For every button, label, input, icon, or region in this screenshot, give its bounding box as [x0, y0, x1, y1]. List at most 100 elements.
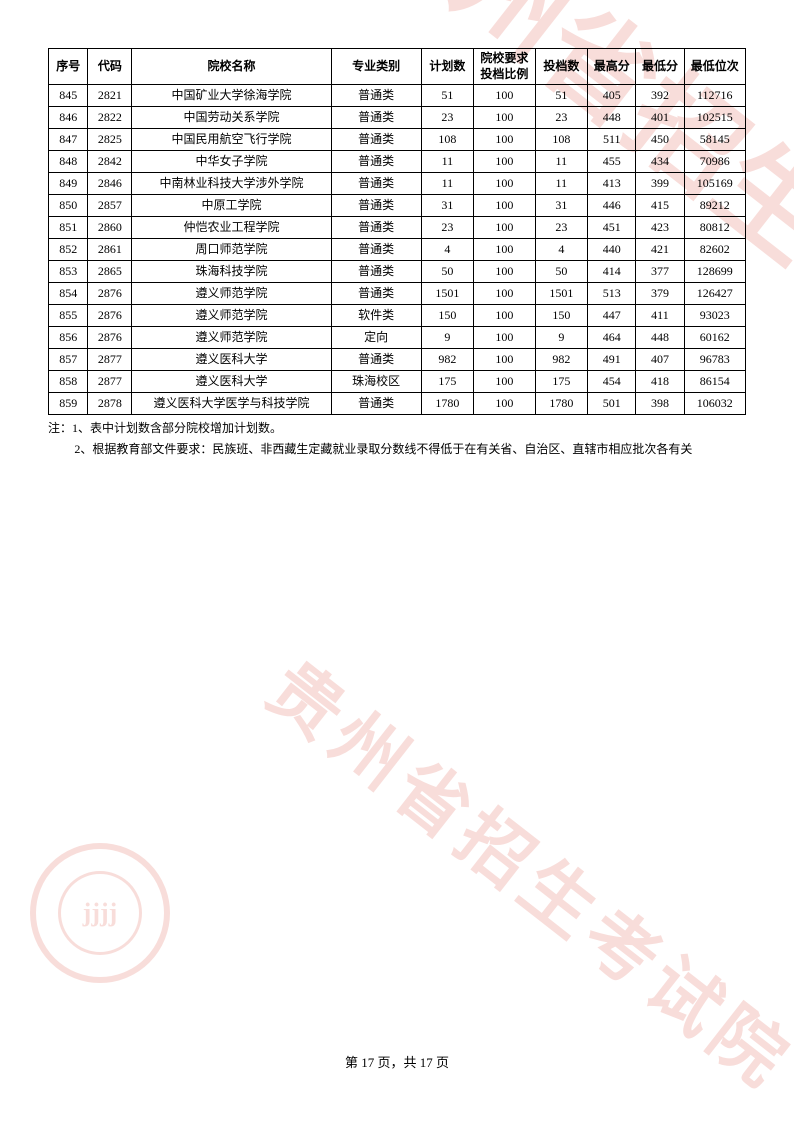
cell-min: 377	[636, 261, 684, 283]
cell-code: 2822	[88, 107, 132, 129]
table-row: 8562876遵义师范学院定向9100946444860162	[49, 327, 746, 349]
cell-major: 普通类	[331, 217, 421, 239]
cell-ratio: 100	[474, 393, 535, 415]
col-header-max: 最高分	[588, 49, 636, 85]
cell-acc: 23	[535, 217, 588, 239]
watermark-bottom-text: 贵州省招生考试院	[250, 632, 794, 1109]
cell-min: 392	[636, 85, 684, 107]
cell-acc: 1501	[535, 283, 588, 305]
cell-name: 中国劳动关系学院	[132, 107, 331, 129]
cell-ratio: 100	[474, 195, 535, 217]
cell-major: 定向	[331, 327, 421, 349]
cell-major: 普通类	[331, 393, 421, 415]
cell-name: 遵义医科大学医学与科技学院	[132, 393, 331, 415]
table-row: 8472825中国民用航空飞行学院普通类10810010851145058145	[49, 129, 746, 151]
cell-major: 普通类	[331, 195, 421, 217]
cell-name: 遵义师范学院	[132, 305, 331, 327]
cell-seq: 856	[49, 327, 88, 349]
seal-inner: jjjj	[58, 871, 142, 955]
page: 贵州省招生考试院 序号代码院校名称专业类别计划数院校要求投档比例投档数最高分最低…	[0, 0, 794, 1123]
cell-max: 451	[588, 217, 636, 239]
cell-rank: 70986	[684, 151, 745, 173]
cell-ratio: 100	[474, 261, 535, 283]
cell-ratio: 100	[474, 283, 535, 305]
cell-min: 411	[636, 305, 684, 327]
cell-name: 遵义师范学院	[132, 283, 331, 305]
cell-max: 413	[588, 173, 636, 195]
cell-ratio: 100	[474, 217, 535, 239]
cell-plan: 23	[421, 107, 474, 129]
cell-min: 423	[636, 217, 684, 239]
cell-min: 407	[636, 349, 684, 371]
table-row: 8452821中国矿业大学徐海学院普通类5110051405392112716	[49, 85, 746, 107]
table-row: 8532865珠海科技学院普通类5010050414377128699	[49, 261, 746, 283]
cell-code: 2857	[88, 195, 132, 217]
notes: 注：1、表中计划数含部分院校增加计划数。 2、根据教育部文件要求：民族班、非西藏…	[48, 418, 746, 459]
table-row: 8572877遵义医科大学普通类98210098249140796783	[49, 349, 746, 371]
cell-major: 珠海校区	[331, 371, 421, 393]
cell-seq: 857	[49, 349, 88, 371]
cell-major: 普通类	[331, 173, 421, 195]
table-body: 8452821中国矿业大学徐海学院普通类51100514053921127168…	[49, 85, 746, 415]
col-header-code: 代码	[88, 49, 132, 85]
cell-max: 501	[588, 393, 636, 415]
cell-plan: 11	[421, 173, 474, 195]
cell-seq: 858	[49, 371, 88, 393]
cell-max: 447	[588, 305, 636, 327]
cell-acc: 9	[535, 327, 588, 349]
cell-ratio: 100	[474, 327, 535, 349]
cell-rank: 105169	[684, 173, 745, 195]
cell-plan: 11	[421, 151, 474, 173]
cell-min: 401	[636, 107, 684, 129]
cell-plan: 9	[421, 327, 474, 349]
table-row: 8502857中原工学院普通类311003144641589212	[49, 195, 746, 217]
watermark-seal: jjjj	[30, 843, 170, 983]
cell-rank: 82602	[684, 239, 745, 261]
cell-max: 440	[588, 239, 636, 261]
cell-plan: 4	[421, 239, 474, 261]
cell-seq: 850	[49, 195, 88, 217]
cell-major: 普通类	[331, 151, 421, 173]
cell-rank: 89212	[684, 195, 745, 217]
cell-seq: 849	[49, 173, 88, 195]
cell-name: 仲恺农业工程学院	[132, 217, 331, 239]
cell-rank: 128699	[684, 261, 745, 283]
cell-rank: 112716	[684, 85, 745, 107]
cell-max: 454	[588, 371, 636, 393]
cell-seq: 852	[49, 239, 88, 261]
cell-code: 2877	[88, 371, 132, 393]
cell-code: 2846	[88, 173, 132, 195]
cell-name: 周口师范学院	[132, 239, 331, 261]
cell-major: 普通类	[331, 239, 421, 261]
cell-rank: 126427	[684, 283, 745, 305]
data-table: 序号代码院校名称专业类别计划数院校要求投档比例投档数最高分最低分最低位次 845…	[48, 48, 746, 415]
cell-ratio: 100	[474, 349, 535, 371]
cell-max: 513	[588, 283, 636, 305]
cell-major: 普通类	[331, 349, 421, 371]
cell-acc: 4	[535, 239, 588, 261]
cell-seq: 847	[49, 129, 88, 151]
cell-max: 414	[588, 261, 636, 283]
cell-code: 2825	[88, 129, 132, 151]
cell-code: 2842	[88, 151, 132, 173]
cell-plan: 23	[421, 217, 474, 239]
cell-seq: 851	[49, 217, 88, 239]
cell-acc: 150	[535, 305, 588, 327]
table-row: 8582877遵义医科大学珠海校区17510017545441886154	[49, 371, 746, 393]
cell-rank: 106032	[684, 393, 745, 415]
note-line-1: 注：1、表中计划数含部分院校增加计划数。	[48, 418, 746, 438]
note-line-2: 2、根据教育部文件要求：民族班、非西藏生定藏就业录取分数线不得低于在有关省、自治…	[48, 439, 746, 459]
cell-seq: 855	[49, 305, 88, 327]
cell-seq: 848	[49, 151, 88, 173]
cell-acc: 31	[535, 195, 588, 217]
cell-ratio: 100	[474, 173, 535, 195]
cell-min: 415	[636, 195, 684, 217]
cell-name: 遵义医科大学	[132, 349, 331, 371]
cell-acc: 175	[535, 371, 588, 393]
cell-major: 软件类	[331, 305, 421, 327]
cell-plan: 1780	[421, 393, 474, 415]
cell-acc: 50	[535, 261, 588, 283]
table-row: 8462822中国劳动关系学院普通类2310023448401102515	[49, 107, 746, 129]
cell-max: 511	[588, 129, 636, 151]
col-header-major: 专业类别	[331, 49, 421, 85]
